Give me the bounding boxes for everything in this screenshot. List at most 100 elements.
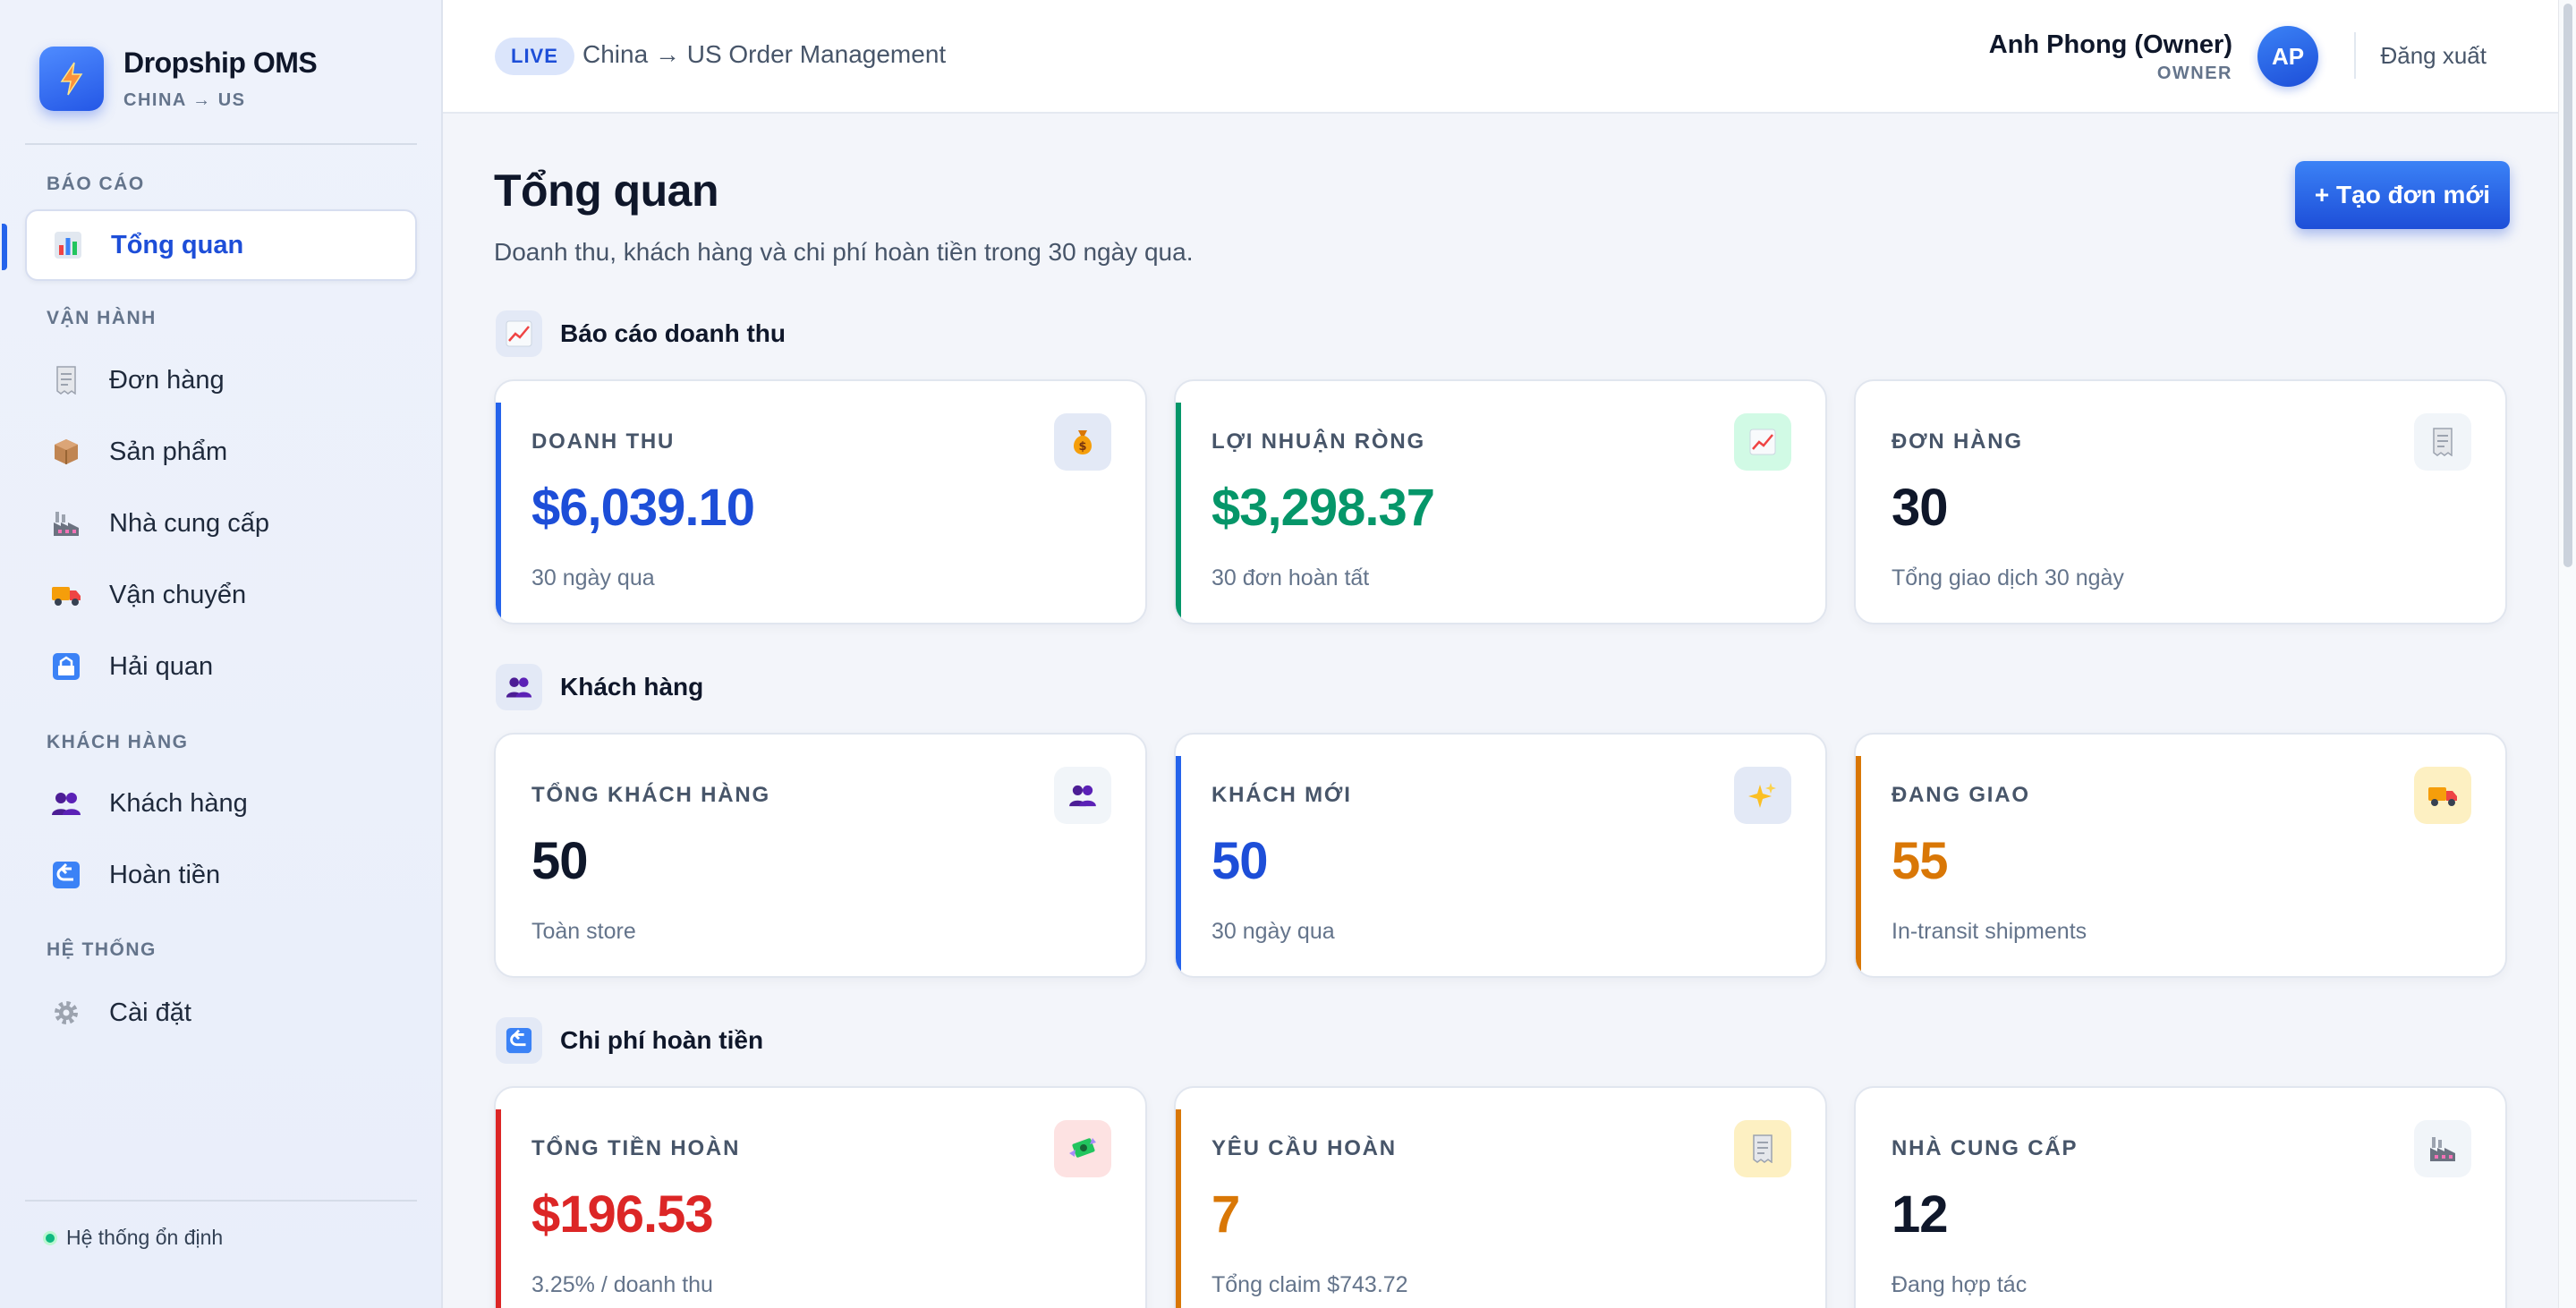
sidebar-item-label: Sản phẩm [109,437,228,466]
money-bag-icon: $ [1054,413,1111,471]
page-title: Tổng quan [494,166,719,216]
kpi-label: NHÀ CUNG CẤP [1892,1136,2079,1160]
sidebar-item-suppliers[interactable]: Nhà cung cấp [25,488,417,559]
kpi-card-total-refunds[interactable]: TỔNG TIỀN HOÀN $196.53 3.25% / doanh thu [494,1086,1147,1308]
page-subtitle: Doanh thu, khách hàng và chi phí hoàn ti… [494,238,1194,266]
sidebar: Dropship OMS CHINA → US BÁO CÁO Tổng qua… [0,0,443,1308]
sidebar-item-label: Nhà cung cấp [109,508,269,538]
topbar: LIVE China → US Order Management Anh Pho… [443,0,2558,114]
create-order-button[interactable]: + Tạo đơn mới [2295,161,2510,229]
kpi-label: ĐANG GIAO [1892,783,2030,807]
section-revenue-report: Báo cáo doanh thu [496,310,786,357]
kpi-card-net-profit[interactable]: LỢI NHUẬN RÒNG $3,298.37 30 đơn hoàn tất [1174,379,1827,624]
kpi-subtext: 30 đơn hoàn tất [1211,565,1370,590]
kpi-subtext: Đang hợp tác [1892,1272,2028,1297]
sidebar-item-settings[interactable]: Cài đặt [25,977,417,1049]
bar-chart-icon [52,229,84,261]
brand[interactable]: Dropship OMS CHINA → US [39,47,318,111]
kpi-card-new-customers[interactable]: KHÁCH MỚI 50 30 ngày qua [1174,733,1827,978]
factory-icon [2414,1120,2471,1177]
sidebar-item-products[interactable]: Sản phẩm [25,416,417,488]
sidebar-item-label: Hải quan [109,651,214,681]
trend-up-icon [1734,413,1791,471]
receipt-icon [2414,413,2471,471]
scrollbar-thumb[interactable] [2563,4,2572,567]
sidebar-item-orders[interactable]: Đơn hàng [25,344,417,416]
users-icon [50,787,82,820]
live-badge: LIVE [495,38,574,75]
sidebar-item-label: Hoàn tiền [109,860,221,889]
kpi-subtext: In-transit shipments [1892,919,2087,944]
page-scrollbar[interactable] [2558,0,2576,1308]
kpi-subtext: Toàn store [531,919,636,944]
gear-icon [50,997,82,1029]
sidebar-item-label: Tổng quan [111,230,244,259]
return-arrow-icon [496,1017,542,1064]
kpi-label: TỔNG KHÁCH HÀNG [531,783,770,807]
kpi-subtext: Tổng claim $743.72 [1211,1272,1408,1297]
customs-icon [50,650,82,683]
kpi-card-in-transit[interactable]: ĐANG GIAO 55 In-transit shipments [1854,733,2507,978]
kpi-value: 50 [1211,832,1269,890]
sidebar-divider [25,143,417,145]
section-customers: Khách hàng [496,664,703,710]
kpi-card-total-customers[interactable]: TỔNG KHÁCH HÀNG 50 Toàn store [494,733,1147,978]
nav-section-reports: BÁO CÁO [47,174,145,194]
logout-button[interactable]: Đăng xuất [2380,42,2487,69]
kpi-card-refund-requests[interactable]: YÊU CẦU HOÀN 7 Tổng claim $743.72 [1174,1086,1827,1308]
kpi-subtext: 30 ngày qua [531,565,655,590]
avatar[interactable]: AP [2257,26,2318,87]
kpi-value: 50 [531,832,589,890]
topbar-title: China → US Order Management [582,40,947,68]
users-icon [496,664,542,710]
trend-up-icon [496,310,542,357]
kpi-card-revenue[interactable]: DOANH THU $6,039.10 30 ngày qua $ [494,379,1147,624]
user-info[interactable]: Anh Phong (Owner) OWNER [1989,30,2232,84]
kpi-subtext: 3.25% / doanh thu [531,1272,713,1297]
status-dot-icon [43,1230,57,1245]
sidebar-item-label: Đơn hàng [109,365,225,395]
svg-text:$: $ [1078,440,1086,454]
receipt-icon [1734,1120,1791,1177]
nav-section-system: HỆ THỐNG [47,939,157,960]
kpi-value: 7 [1211,1185,1240,1244]
kpi-label: ĐƠN HÀNG [1892,429,2023,454]
bolt-icon [39,47,104,111]
kpi-label: LỢI NHUẬN RÒNG [1211,429,1425,454]
kpi-label: DOANH THU [531,429,676,454]
kpi-value: 12 [1892,1185,1949,1244]
sidebar-item-refunds[interactable]: Hoàn tiền [25,839,417,911]
receipt-icon [50,364,82,396]
kpi-value: $6,039.10 [531,479,755,537]
topbar-separator [2354,32,2356,79]
user-name: Anh Phong (Owner) [1988,30,2232,59]
nav-section-operations: VẬN HÀNH [47,308,157,328]
nav-section-customers: KHÁCH HÀNG [47,732,189,752]
section-title: Báo cáo doanh thu [560,319,786,347]
sidebar-divider [25,1200,417,1202]
section-title: Chi phí hoàn tiền [560,1026,764,1054]
package-icon [50,436,82,468]
sidebar-item-label: Khách hàng [109,788,248,818]
sidebar-item-customers[interactable]: Khách hàng [25,768,417,839]
kpi-subtext: 30 ngày qua [1211,919,1335,944]
kpi-card-orders[interactable]: ĐƠN HÀNG 30 Tổng giao dịch 30 ngày [1854,379,2507,624]
sidebar-item-label: Cài đặt [109,998,191,1027]
system-status-text: Hệ thống ổn định [66,1226,224,1249]
section-title: Khách hàng [560,673,704,701]
brand-subtitle: CHINA → US [123,90,246,110]
kpi-label: YÊU CẦU HOÀN [1211,1136,1397,1160]
kpi-card-suppliers[interactable]: NHÀ CUNG CẤP 12 Đang hợp tác [1854,1086,2507,1308]
user-role: OWNER [2156,64,2232,83]
money-wings-icon [1054,1120,1111,1177]
sidebar-item-overview[interactable]: Tổng quan [2,209,417,281]
factory-icon [50,507,82,539]
sidebar-item-customs[interactable]: Hải quan [25,631,417,702]
kpi-label: KHÁCH MỚI [1211,783,1352,807]
sidebar-item-shipping[interactable]: Vận chuyển [25,559,417,631]
kpi-label: TỔNG TIỀN HOÀN [531,1136,741,1160]
system-status: Hệ thống ổn định [43,1226,223,1250]
truck-icon [2414,767,2471,824]
brand-name: Dropship OMS [123,47,318,79]
sidebar-item-label: Vận chuyển [109,580,247,609]
